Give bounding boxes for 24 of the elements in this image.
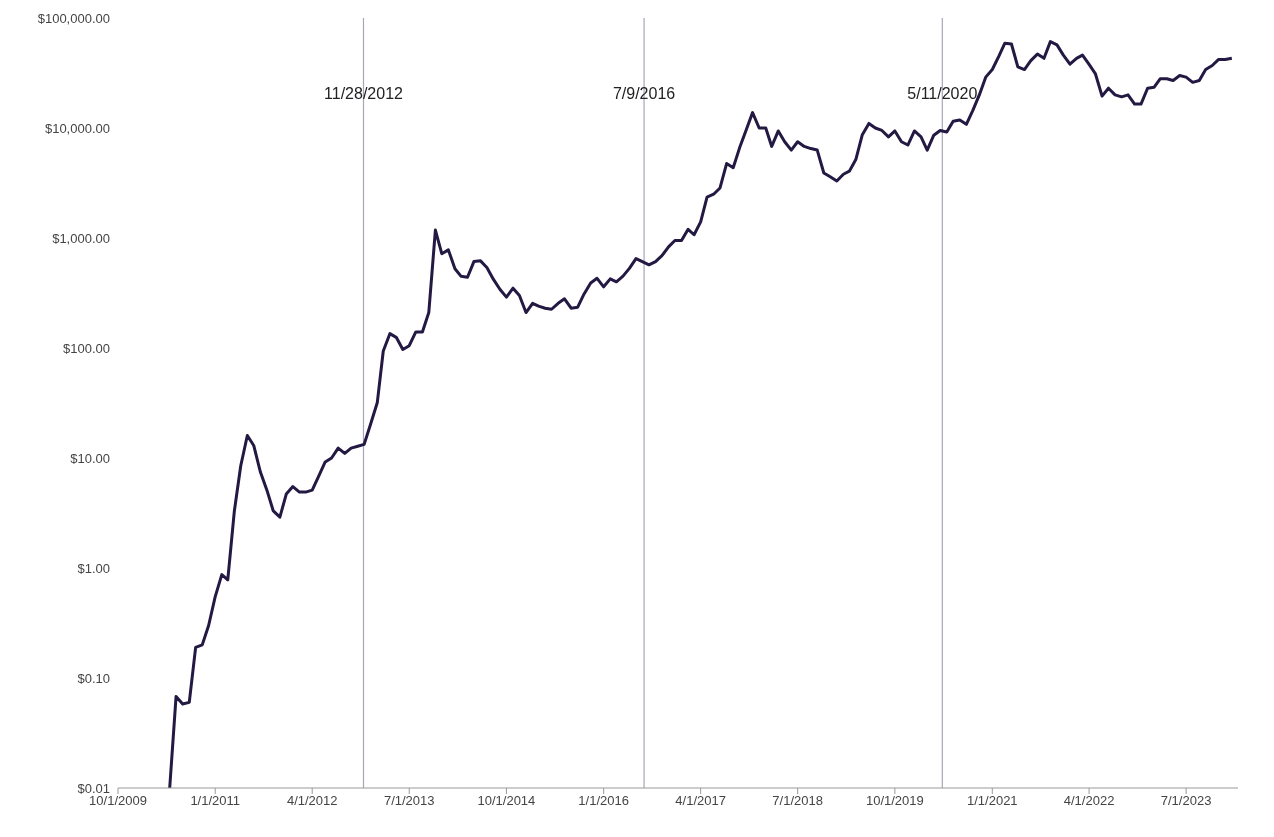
y-tick-label: $100,000.00 [37, 10, 110, 26]
ref-line-label: 5/11/2020 [907, 85, 978, 103]
x-tick-label: 1/1/2016 [578, 793, 629, 809]
y-tick-label: $1.00 [77, 560, 110, 576]
x-tick-label: 4/1/2022 [1063, 793, 1115, 809]
x-tick-label: 10/1/2019 [865, 793, 924, 809]
x-tick-label: 1/1/2011 [190, 793, 241, 809]
y-tick-label: $100.00 [63, 340, 110, 356]
y-tick-label: $10,000.00 [44, 120, 110, 136]
y-tick-label: $1,000.00 [52, 230, 110, 246]
x-tick-label: 1/1/2021 [967, 793, 1018, 809]
line-series [168, 40, 1234, 788]
x-tick-label: 7/1/2018 [772, 793, 823, 809]
ref-line-label: 11/28/2012 [324, 85, 404, 103]
x-tick-label: 4/1/2012 [286, 793, 338, 809]
x-tick-label: 10/1/2014 [477, 793, 536, 809]
y-tick-label: $0.01 [77, 780, 110, 796]
x-tick-label: 7/1/2013 [383, 793, 435, 809]
x-tick-label: 4/1/2017 [675, 793, 726, 809]
x-tick-label: 10/1/2009 [89, 793, 147, 809]
y-tick-label: $10.00 [70, 450, 110, 466]
ref-line-label: 7/9/2016 [612, 85, 676, 103]
x-tick-label: 7/1/2023 [1160, 793, 1212, 809]
y-tick-label: $0.10 [77, 670, 110, 686]
